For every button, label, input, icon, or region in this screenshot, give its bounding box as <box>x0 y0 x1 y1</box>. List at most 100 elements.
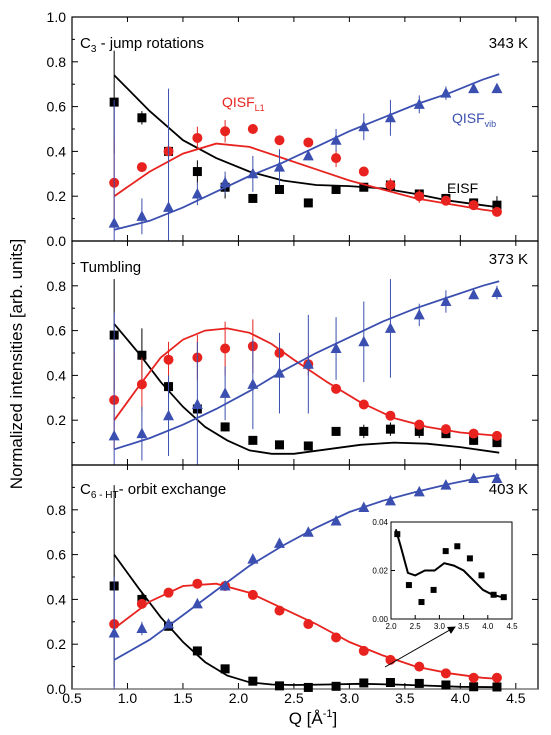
data-point-qisf_l1 <box>414 191 425 202</box>
inset-x-tick-label: 3.5 <box>458 622 470 631</box>
x-axis-label-close: ] <box>333 709 338 728</box>
data-point-eisf <box>303 682 313 692</box>
inset-x-tick-label: 2.0 <box>385 622 397 631</box>
data-point-qisf_l1 <box>303 619 314 630</box>
data-point-qisf_vib <box>330 515 342 526</box>
y-tick-label: 0.2 <box>47 412 67 428</box>
x-axis-label: Q [Å-1] <box>289 708 338 728</box>
x-tick-label: 2.0 <box>229 690 249 706</box>
data-point-qisf_vib <box>247 553 259 564</box>
data-point-eisf <box>303 441 313 451</box>
data-point-eisf <box>441 680 451 690</box>
panel-title: C6 - HT- orbit exchange <box>80 481 226 501</box>
plot-area-343k: 1.0 0.8 0.6 0.4 0.2 0.0 <box>47 9 538 249</box>
panel-343k: C3 - jump rotations 343 K QISFL1 QISFvib… <box>47 9 539 249</box>
data-point-qisf_vib <box>440 479 452 490</box>
x-tick-label: 4.0 <box>451 690 471 706</box>
data-point-qisf_vib <box>247 167 259 179</box>
data-point-qisf_vib <box>136 427 148 439</box>
data-point-qisf_l1 <box>358 399 369 410</box>
data-point-qisf_vib <box>440 87 452 98</box>
data-point-qisf_l1 <box>468 428 479 439</box>
data-point-qisf_l1 <box>163 587 174 598</box>
data-point-qisf_vib <box>384 322 396 333</box>
data-point-qisf_vib <box>491 472 503 483</box>
data-point-qisf_l1 <box>274 135 285 146</box>
data-point-qisf_l1 <box>192 578 203 589</box>
inset-data-point <box>500 594 507 601</box>
data-point-eisf <box>303 198 313 208</box>
data-point-qisf_vib <box>273 161 285 172</box>
data-point-qisf_vib <box>191 398 203 410</box>
x-tick-label: 3.0 <box>340 690 360 706</box>
data-point-qisf_l1 <box>274 605 285 616</box>
data-point-qisf_vib <box>108 217 120 228</box>
data-point-qisf_l1 <box>331 153 342 164</box>
data-point-qisf_vib <box>163 409 175 421</box>
inset-data-point <box>418 599 425 606</box>
inset-y-tick-label: 0.00 <box>372 615 388 624</box>
fit-line-qisf_vib <box>113 280 500 451</box>
data-point-qisf_l1 <box>303 137 314 148</box>
data-point-eisf <box>274 184 284 194</box>
inset-data-point <box>466 555 473 562</box>
temperature-label: 403 K <box>489 481 528 498</box>
data-point-qisf_vib <box>302 358 314 369</box>
data-point-eisf <box>492 438 502 448</box>
data-point-eisf <box>137 113 147 123</box>
inset-y-tick-label: 0.02 <box>372 567 388 576</box>
inset-x-tick-label: 2.5 <box>410 622 422 631</box>
data-point-qisf_vib <box>191 597 203 609</box>
fit-line-qisf_vib <box>113 73 500 231</box>
data-point-qisf_vib <box>219 579 231 591</box>
panel-title-main: C <box>80 481 91 498</box>
y-tick-label: 0.0 <box>47 233 67 249</box>
data-point-eisf <box>385 678 395 688</box>
data-point-eisf <box>137 350 147 360</box>
annotation-qisf-l1: QISFL1 <box>222 94 265 113</box>
plot-area-373k: 0.8 0.6 0.4 0.2 <box>47 241 538 465</box>
data-point-qisf_vib <box>468 288 480 300</box>
data-point-qisf_vib <box>413 485 425 497</box>
data-point-qisf_l1 <box>491 430 502 441</box>
data-point-eisf <box>220 664 230 674</box>
inset-data-point <box>394 531 401 538</box>
y-tick-label: 0.6 <box>47 323 67 339</box>
data-point-qisf_l1 <box>414 661 425 672</box>
data-point-eisf <box>248 676 258 686</box>
inset-x-tick-label: 4.5 <box>506 622 518 631</box>
data-point-qisf_l1 <box>491 672 502 683</box>
data-point-qisf_vib <box>273 367 285 378</box>
data-point-qisf_vib <box>440 295 452 306</box>
data-point-qisf_l1 <box>220 343 231 354</box>
y-tick-label: 0.4 <box>47 143 67 159</box>
data-point-qisf_vib <box>384 494 396 506</box>
y-tick-label: 0.4 <box>47 367 67 383</box>
data-point-qisf_l1 <box>385 410 396 421</box>
inset-data-point <box>478 572 485 579</box>
data-point-qisf_l1 <box>331 383 342 394</box>
data-point-eisf <box>331 681 341 691</box>
inset-arrow <box>384 626 456 668</box>
data-point-qisf_l1 <box>414 419 425 430</box>
data-point-qisf_l1 <box>440 668 451 679</box>
data-point-eisf <box>385 424 395 434</box>
annotation-qisf-vib-main: QISF <box>452 110 485 126</box>
data-point-eisf <box>274 681 284 691</box>
inset-data-point <box>454 543 461 550</box>
data-point-qisf_vib <box>330 134 342 145</box>
x-tick-label: 1.5 <box>173 690 193 706</box>
data-point-eisf <box>274 440 284 450</box>
panel-title: C3 - jump rotations <box>80 35 204 55</box>
data-point-eisf <box>248 193 258 203</box>
data-point-qisf_l1 <box>247 589 258 600</box>
data-point-qisf_l1 <box>136 379 147 390</box>
x-axis: 0.5 1.0 1.5 2.0 2.5 3.0 3.5 4.0 4.5 <box>62 690 525 706</box>
y-tick-label: 0.2 <box>47 188 67 204</box>
y-tick-label: 0.8 <box>47 278 67 294</box>
x-axis-label-sup: -1 <box>323 708 333 720</box>
inset-fit-line <box>394 529 503 599</box>
data-point-qisf_l1 <box>220 126 231 137</box>
annotation-eisf: EISF <box>447 180 478 196</box>
